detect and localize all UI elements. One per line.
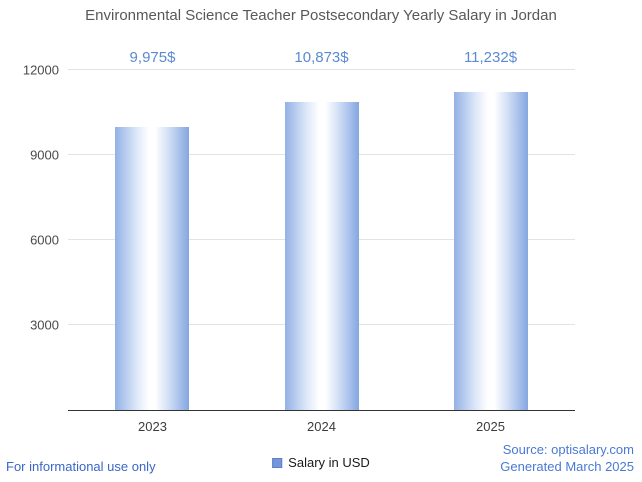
y-axis-tick-label: 9000 (30, 147, 59, 163)
y-axis-tick-label: 6000 (30, 232, 59, 248)
y-axis-tick-label: 3000 (30, 317, 59, 333)
source-block: Source: optisalary.com Generated March 2… (500, 442, 634, 476)
bar-value-label: 10,873$ (294, 49, 349, 66)
legend-label: Salary in USD (288, 455, 370, 470)
x-axis-tick-label: 2025 (476, 419, 505, 434)
generated-date: Generated March 2025 (500, 459, 634, 475)
chart-title: Environmental Science Teacher Postsecond… (85, 7, 557, 24)
bar-value-label: 11,232$ (463, 49, 518, 66)
legend-swatch-icon (272, 457, 283, 468)
plot-area: 3000 6000 9000 12000 9,975$ 2023 10,873$ 2024 11… (23, 49, 575, 434)
bar-2024[interactable] (284, 101, 359, 410)
y-axis-tick-label: 12000 (22, 62, 59, 78)
bar-value-label: 9,975$ (129, 49, 176, 66)
x-axis-tick-label: 2024 (307, 419, 336, 434)
x-axis-tick-label: 2023 (138, 419, 167, 434)
bar-2025[interactable] (453, 91, 528, 410)
source-link[interactable]: Source: optisalary.com (502, 442, 634, 458)
gridline (68, 69, 575, 70)
bar-2023[interactable] (115, 127, 190, 410)
legend: Salary in USD (272, 455, 370, 470)
disclaimer-text: For informational use only (6, 459, 156, 474)
